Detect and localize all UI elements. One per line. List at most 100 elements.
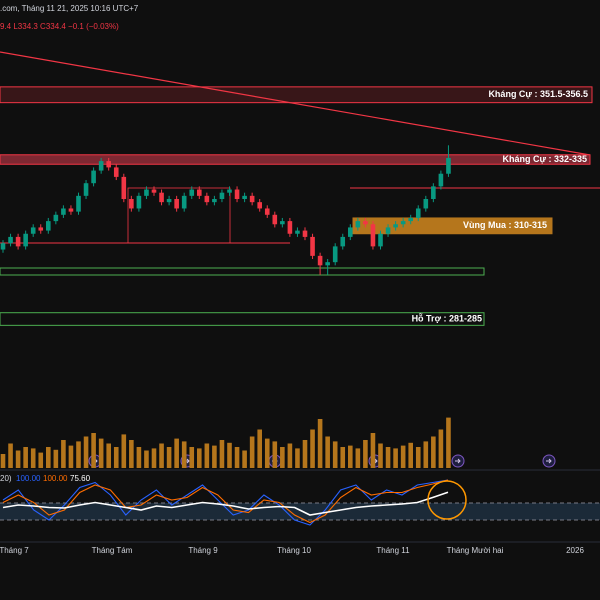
volume-bar	[264, 438, 270, 468]
candle-body	[227, 189, 232, 193]
volume-bar	[385, 447, 391, 468]
volume-bar	[151, 448, 157, 468]
event-arrow	[546, 458, 552, 464]
quote: 9.4 L334.3 C334.4 −0.1 (−0.03%)	[0, 22, 119, 31]
candle-body	[151, 189, 157, 193]
candle-body	[400, 221, 406, 225]
volume-bar	[219, 440, 225, 468]
candle-body	[249, 195, 255, 203]
candle-body	[136, 195, 142, 209]
volume-bar	[400, 445, 406, 468]
volume-bar	[332, 441, 338, 468]
x-tick-label: Tháng Mười hai	[447, 546, 504, 555]
volume-bar	[76, 441, 81, 468]
candle-body	[83, 183, 89, 196]
volume-bar	[53, 449, 59, 468]
trend-line	[0, 51, 591, 156]
candle-body	[325, 262, 330, 266]
volume-bar	[129, 440, 134, 468]
volume-bar	[348, 445, 353, 468]
volume-bar	[287, 443, 293, 468]
volume-bar	[23, 447, 28, 468]
osc-legend: 20)	[0, 474, 12, 483]
candle-body	[317, 255, 323, 266]
level-box	[0, 267, 485, 276]
candle-body	[348, 227, 353, 237]
volume-bar	[136, 447, 142, 468]
volume-bar	[0, 454, 6, 468]
candle-body	[212, 199, 217, 203]
volume-bar	[212, 445, 217, 468]
candle-body	[438, 173, 444, 187]
volume-bar	[249, 436, 255, 468]
volume-bar	[91, 433, 96, 468]
zone	[0, 312, 485, 326]
candle-body	[363, 221, 368, 225]
volume-bar	[393, 448, 398, 468]
zone	[0, 154, 591, 165]
volume-bar	[423, 441, 429, 468]
volume-bar	[38, 452, 44, 468]
candle-body	[61, 208, 66, 215]
volume-bar	[68, 445, 74, 468]
candle-body	[385, 227, 391, 234]
volume-bar	[355, 448, 361, 468]
x-tick-label: Tháng Tám	[92, 546, 133, 555]
candle-body	[38, 227, 44, 231]
volume-bar	[61, 440, 66, 468]
candle-body	[197, 189, 202, 196]
volume-bar	[280, 447, 285, 468]
osc-line	[2, 491, 449, 516]
volume-bar	[8, 443, 13, 468]
volume-bar	[83, 436, 89, 468]
zone-label: Hỗ Trợ : 281-285	[412, 313, 482, 323]
volume-bar	[234, 447, 240, 468]
candle-body	[340, 236, 346, 247]
candle-body	[189, 189, 195, 196]
candle-body	[446, 157, 451, 174]
volume-bar	[446, 417, 451, 468]
volume-bar	[181, 441, 187, 468]
osc-legend-value: 100.00	[16, 474, 41, 483]
event-arrow	[455, 458, 461, 464]
candle-body	[295, 230, 300, 234]
candle-body	[272, 214, 278, 225]
volume-bar	[438, 429, 444, 468]
volume-bar	[257, 429, 262, 468]
candle-body	[378, 233, 383, 247]
candle-body	[280, 221, 285, 225]
volume-bar	[408, 442, 413, 468]
candle-body	[159, 192, 164, 203]
zone-label: Kháng Cự : 332-335	[502, 154, 587, 164]
volume-bar	[302, 440, 308, 468]
volume-bar	[159, 443, 164, 468]
volume-bar	[431, 436, 436, 468]
candle-body	[181, 195, 187, 209]
header: .com, Tháng 11 21, 2025 10:16 UTC+7	[0, 4, 139, 13]
candle-body	[76, 195, 81, 212]
x-tick-label: Tháng 10	[277, 546, 311, 555]
candle-body	[264, 208, 270, 215]
candle-body	[242, 195, 247, 199]
candle-body	[144, 189, 149, 196]
candle-body	[415, 208, 421, 218]
candle-body	[332, 246, 338, 263]
volume-bar	[30, 448, 36, 468]
candle-body	[166, 199, 172, 203]
candle-body	[287, 221, 293, 234]
osc-line	[2, 479, 449, 524]
zone	[0, 86, 593, 104]
candle-body	[91, 170, 96, 184]
candle-body	[174, 199, 179, 209]
osc-legend-value: 75.60	[70, 474, 91, 483]
candle-body	[68, 208, 74, 212]
candle-body	[98, 161, 104, 171]
candle-body	[234, 189, 240, 199]
volume-bar	[144, 450, 149, 468]
volume-bar	[317, 419, 323, 468]
candle-body	[355, 221, 361, 228]
volume-bar	[113, 447, 119, 468]
candle-body	[106, 161, 111, 168]
